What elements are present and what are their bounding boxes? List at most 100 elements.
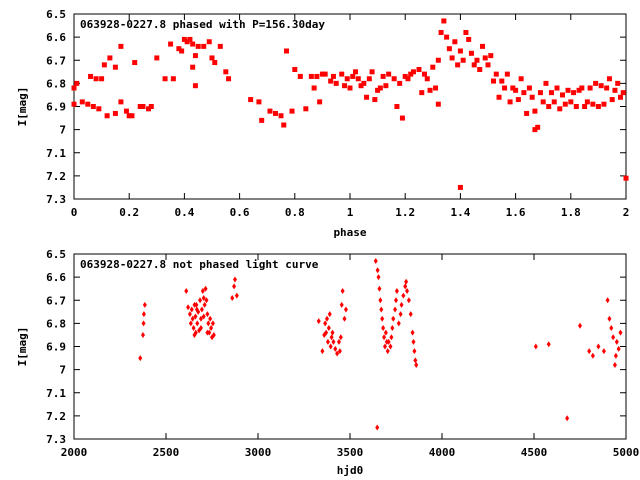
data-point — [474, 57, 480, 63]
data-point — [330, 329, 335, 336]
x-tick-label: 1.8 — [561, 206, 581, 219]
data-point — [193, 313, 198, 320]
data-point — [347, 85, 353, 91]
x-tick-label: 4500 — [521, 446, 548, 459]
plot-frame — [73, 13, 627, 200]
data-point — [521, 90, 527, 96]
data-point — [118, 99, 124, 105]
data-point — [493, 71, 499, 77]
data-point — [123, 108, 129, 114]
data-point — [187, 36, 193, 42]
data-point — [328, 343, 333, 350]
data-point — [317, 99, 323, 105]
data-point — [314, 73, 320, 79]
plot-frame — [73, 253, 627, 440]
data-point — [546, 341, 551, 348]
x-tick-label: 0.6 — [230, 206, 250, 219]
y-tick-label: 6.8 — [46, 317, 66, 330]
data-point — [107, 55, 113, 61]
data-point — [234, 292, 239, 299]
data-point — [206, 39, 212, 45]
data-point — [617, 94, 623, 100]
data-point — [118, 43, 124, 49]
data-point — [403, 283, 408, 290]
data-point — [573, 104, 579, 109]
data-point — [468, 50, 474, 56]
data-point — [614, 338, 619, 345]
data-point — [375, 87, 381, 93]
data-point — [74, 80, 80, 86]
data-point — [419, 90, 425, 96]
data-point — [526, 85, 532, 91]
data-point — [195, 43, 201, 49]
data-point — [618, 329, 623, 336]
data-point — [198, 315, 203, 322]
data-point — [198, 297, 203, 304]
data-point — [382, 343, 387, 350]
data-point — [226, 76, 232, 82]
data-point — [386, 338, 391, 345]
data-point — [90, 104, 96, 109]
data-point — [193, 329, 198, 336]
data-point — [408, 71, 414, 77]
data-point — [79, 99, 85, 105]
y-tick-label: 6.5 — [46, 8, 66, 21]
data-point — [605, 297, 610, 304]
data-point — [328, 78, 334, 84]
data-point — [397, 80, 403, 86]
data-point — [281, 122, 287, 128]
data-point — [485, 62, 491, 68]
data-point — [201, 43, 207, 49]
data-point — [587, 348, 592, 355]
data-point — [208, 315, 213, 322]
data-point — [344, 76, 350, 82]
data-point — [211, 331, 216, 338]
data-point — [457, 184, 463, 190]
x-tick-label: 3500 — [337, 446, 364, 459]
data-point — [342, 315, 347, 322]
data-point — [502, 85, 508, 91]
data-point — [460, 57, 466, 63]
data-point — [391, 315, 396, 322]
data-point — [623, 175, 629, 181]
data-point — [355, 76, 361, 82]
data-point — [411, 338, 416, 345]
data-point — [620, 90, 626, 96]
data-point — [289, 108, 295, 114]
data-point — [339, 301, 344, 308]
data-point — [205, 329, 210, 336]
data-point — [529, 94, 535, 100]
data-point — [311, 85, 317, 91]
data-point — [596, 343, 601, 350]
data-point — [548, 90, 554, 96]
data-point — [578, 322, 582, 329]
data-point — [101, 62, 107, 68]
data-point — [543, 80, 549, 86]
data-point — [382, 334, 387, 341]
data-point — [612, 362, 617, 368]
data-point — [319, 71, 325, 77]
x-tick-label: 0.8 — [285, 206, 305, 219]
data-point — [104, 113, 110, 119]
y-tick-label: 6.6 — [46, 31, 66, 44]
data-point — [391, 76, 397, 82]
x-tick-label: 3000 — [245, 446, 272, 459]
data-point — [297, 73, 303, 79]
data-point — [394, 104, 400, 109]
data-point — [223, 69, 229, 75]
data-point — [329, 334, 334, 341]
data-point — [162, 76, 168, 82]
data-point — [210, 320, 215, 327]
data-point — [466, 36, 472, 42]
data-point — [414, 362, 419, 368]
data-point — [190, 41, 196, 47]
data-point — [383, 83, 389, 89]
data-point — [112, 64, 118, 70]
data-point — [353, 69, 359, 75]
data-point — [560, 92, 566, 98]
data-point — [598, 83, 604, 89]
data-point — [199, 306, 204, 313]
data-point — [205, 311, 210, 318]
data-point — [333, 80, 339, 86]
